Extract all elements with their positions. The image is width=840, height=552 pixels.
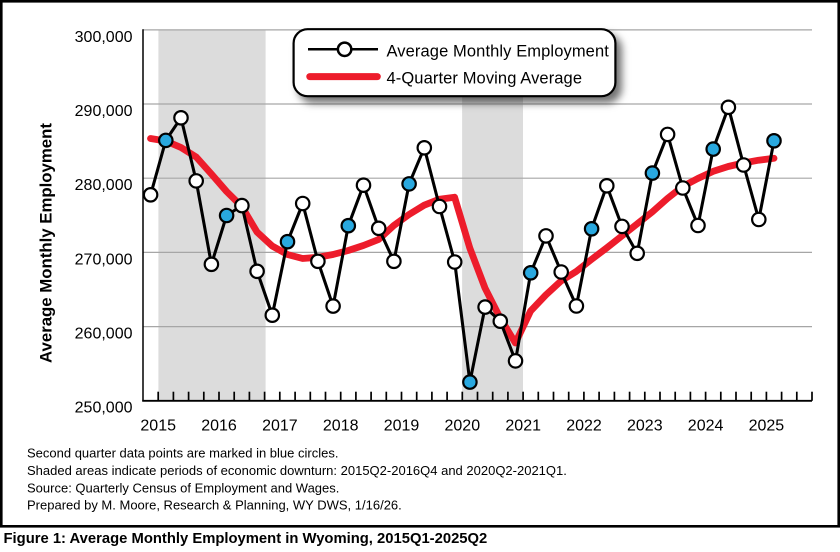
svg-text:Prepared by M. Moore, Research: Prepared by M. Moore, Research & Plannin… xyxy=(27,498,402,513)
svg-text:2015: 2015 xyxy=(140,417,176,434)
svg-text:Second quarter data points are: Second quarter data points are marked in… xyxy=(27,446,338,461)
svg-text:2021: 2021 xyxy=(505,417,541,434)
svg-text:Average Monthly Employment: Average Monthly Employment xyxy=(387,42,610,60)
svg-text:2024: 2024 xyxy=(688,417,724,434)
svg-text:Source: Quarterly Census of Em: Source: Quarterly Census of Employment a… xyxy=(27,480,339,495)
svg-text:2018: 2018 xyxy=(323,417,359,434)
svg-text:2023: 2023 xyxy=(627,417,663,434)
svg-text:270,000: 270,000 xyxy=(75,251,133,268)
svg-text:Shaded areas indicate periods: Shaded areas indicate periods of economi… xyxy=(27,463,567,478)
svg-text:2025: 2025 xyxy=(749,417,785,434)
svg-text:2020: 2020 xyxy=(445,417,481,434)
svg-text:2016: 2016 xyxy=(201,417,237,434)
svg-text:Average Monthly Employment: Average Monthly Employment xyxy=(37,123,56,363)
svg-text:290,000: 290,000 xyxy=(75,103,133,120)
svg-text:250,000: 250,000 xyxy=(75,400,133,417)
svg-text:300,000: 300,000 xyxy=(75,29,133,46)
svg-text:280,000: 280,000 xyxy=(75,177,133,194)
svg-text:2022: 2022 xyxy=(566,417,602,434)
svg-text:Figure 1: Average Monthly Empl: Figure 1: Average Monthly Employment in … xyxy=(4,531,488,547)
svg-text:4-Quarter Moving Average: 4-Quarter Moving Average xyxy=(387,70,583,88)
svg-text:260,000: 260,000 xyxy=(75,326,133,343)
svg-text:2019: 2019 xyxy=(384,417,420,434)
svg-text:2017: 2017 xyxy=(262,417,298,434)
